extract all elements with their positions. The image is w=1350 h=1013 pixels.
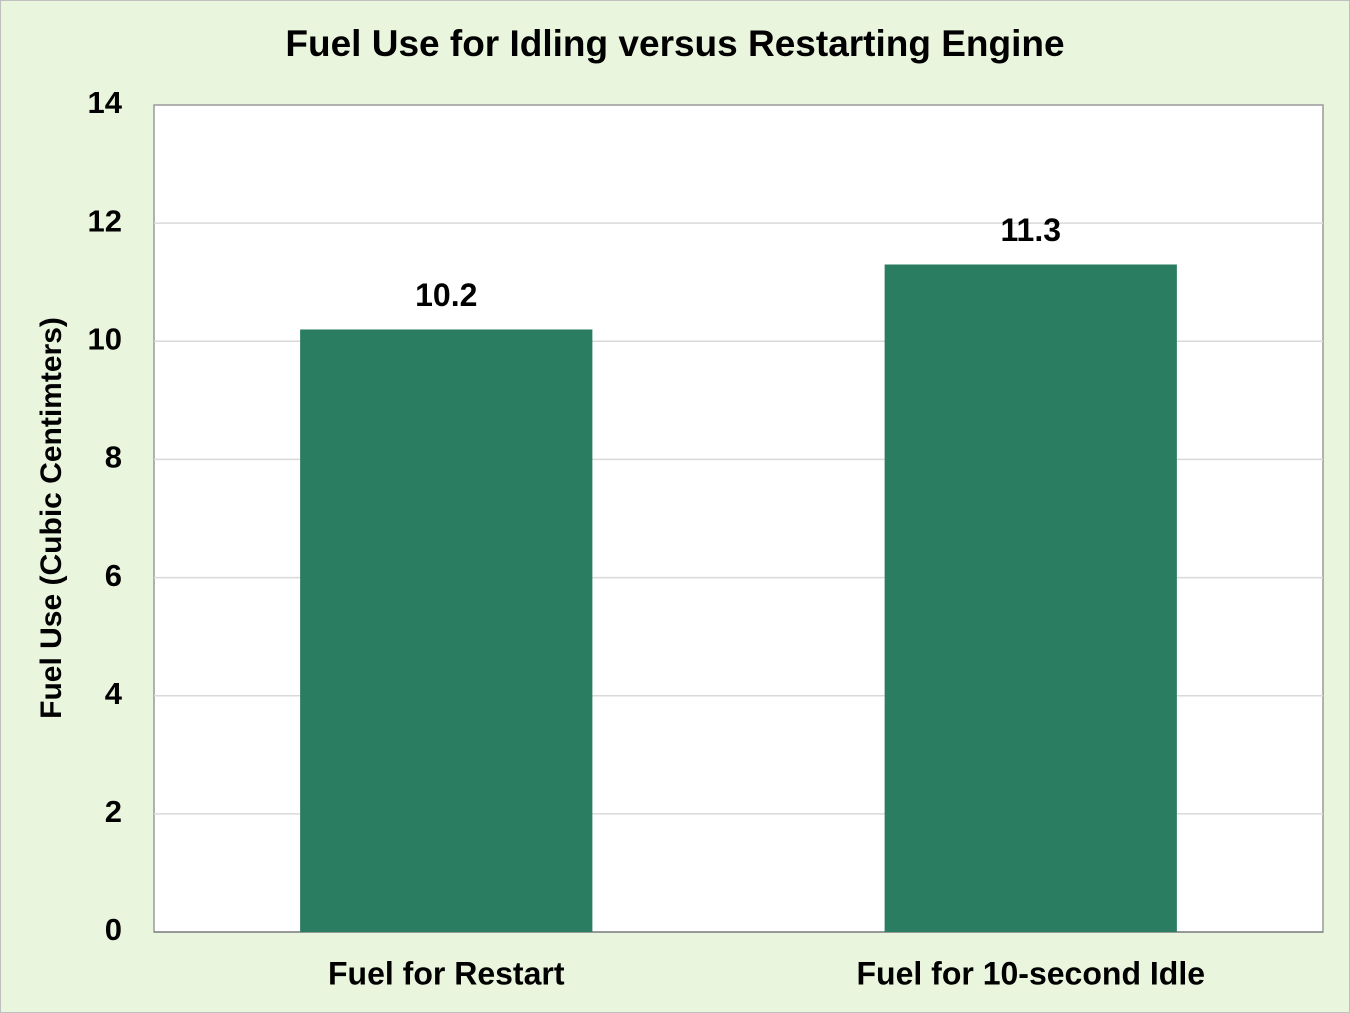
data-label: 10.2 xyxy=(415,277,477,313)
y-tick-label: 14 xyxy=(88,85,123,120)
bar xyxy=(884,264,1177,932)
y-tick-label: 10 xyxy=(88,321,122,356)
data-label: 11.3 xyxy=(1000,212,1061,248)
y-axis-label: Fuel Use (Cubic Centimters) xyxy=(35,317,68,719)
y-tick-label: 6 xyxy=(105,558,122,593)
chart-title: Fuel Use for Idling versus Restarting En… xyxy=(285,23,1064,64)
y-tick-label: 12 xyxy=(88,203,122,238)
y-tick-label: 8 xyxy=(105,440,122,475)
x-tick-label: Fuel for Restart xyxy=(328,955,565,991)
y-tick-label: 2 xyxy=(105,794,122,829)
y-tick-label: 4 xyxy=(105,676,123,711)
x-tick-label: Fuel for 10-second Idle xyxy=(856,955,1205,991)
y-tick-label: 0 xyxy=(105,912,122,947)
bar xyxy=(300,329,593,932)
